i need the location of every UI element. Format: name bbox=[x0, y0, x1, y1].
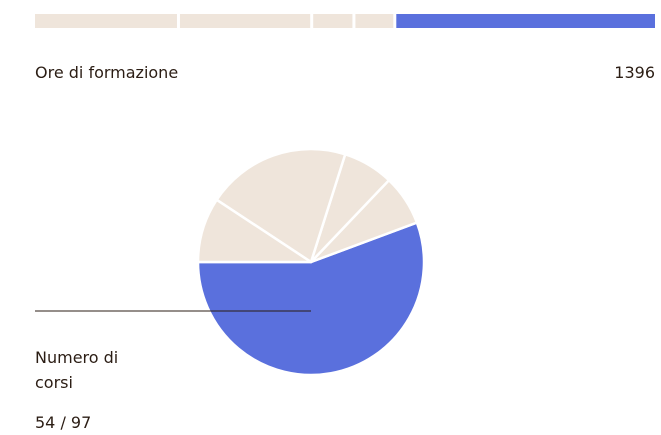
bar-label: Ore di formazione bbox=[35, 63, 179, 82]
bar-segment bbox=[179, 14, 311, 28]
pie-label: Numero di corsi bbox=[35, 348, 119, 392]
bar-segment bbox=[396, 14, 655, 28]
bar-total: 1396 bbox=[614, 63, 655, 82]
pie-slice bbox=[196, 198, 313, 264]
pie-slice bbox=[196, 221, 426, 377]
bar-segment bbox=[313, 14, 353, 28]
pie-slice bbox=[215, 147, 347, 264]
bar-segment bbox=[35, 14, 177, 28]
pie-value-label: 54 / 97 bbox=[35, 413, 92, 432]
bar-segment bbox=[355, 14, 394, 28]
